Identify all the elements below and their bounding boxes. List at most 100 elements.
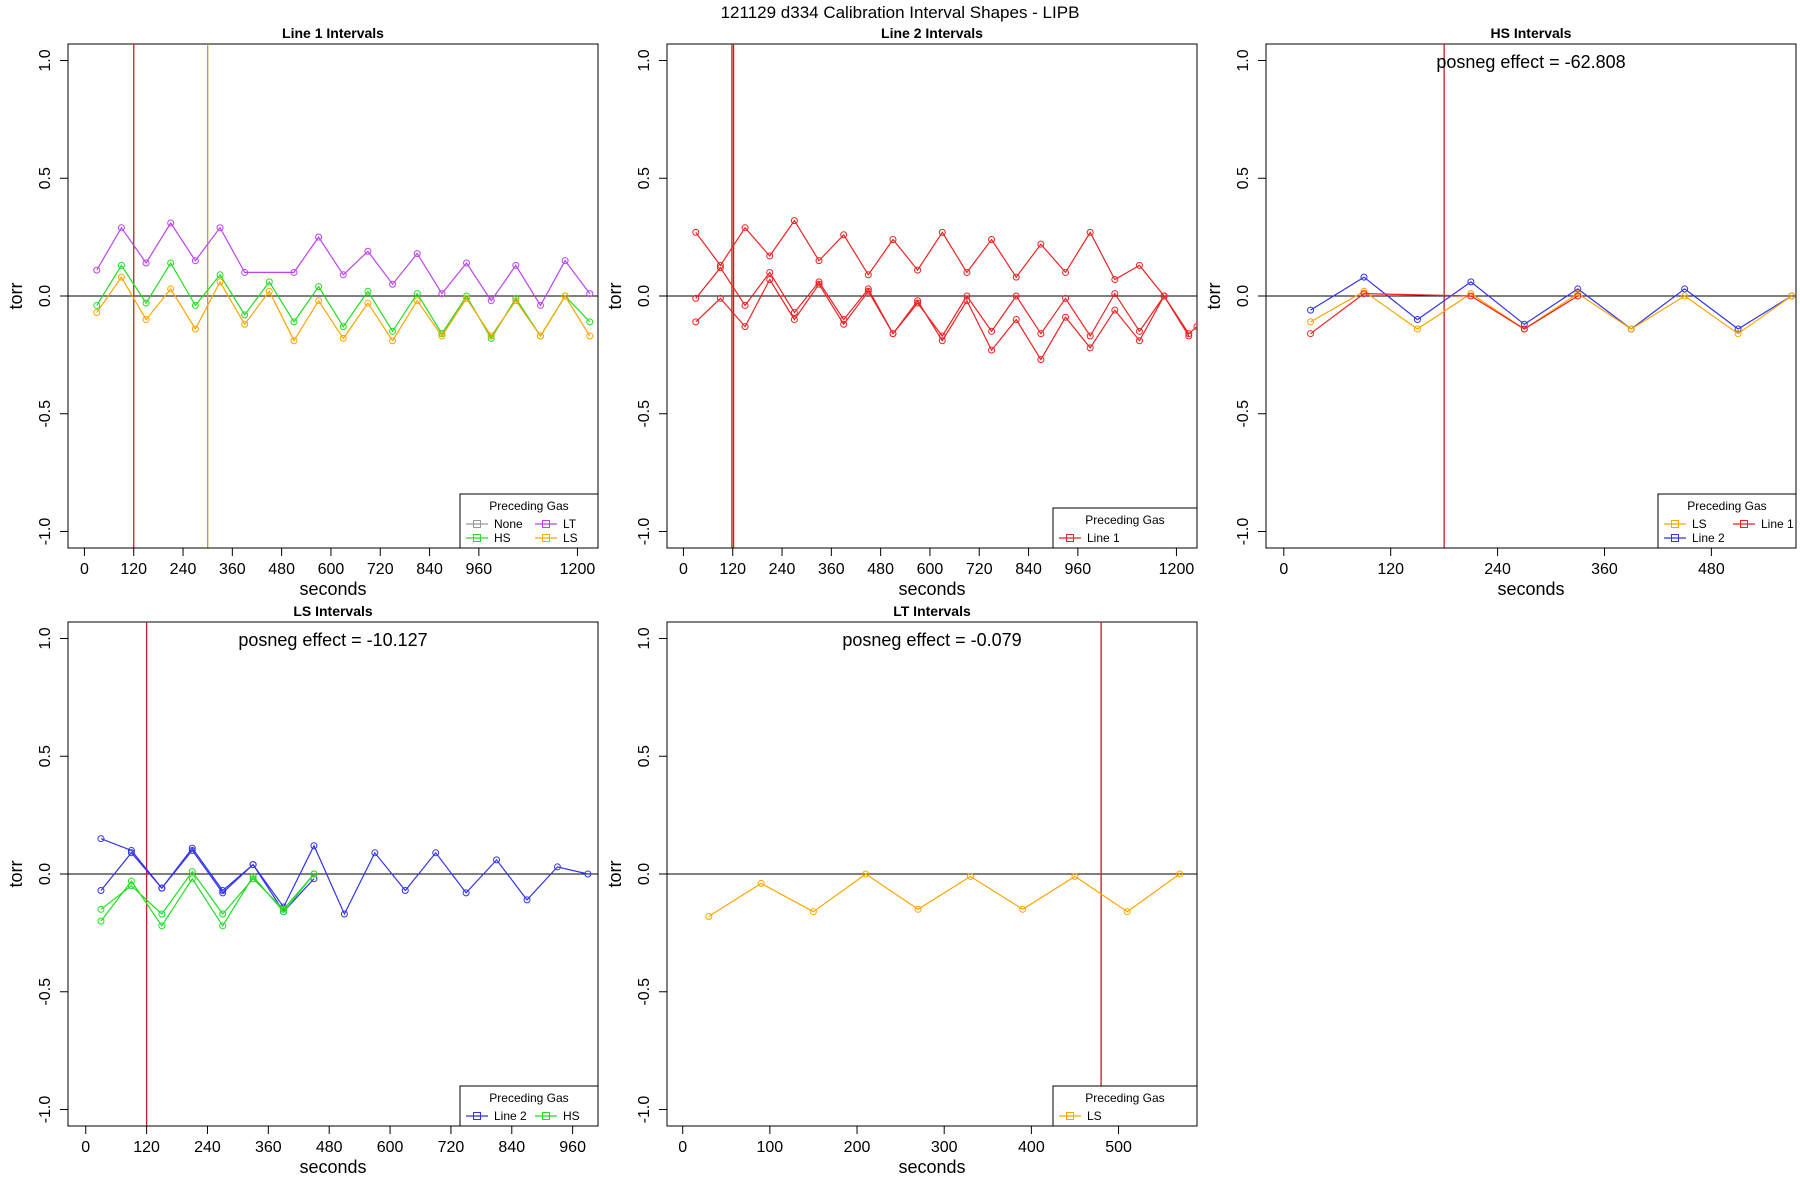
data-point-lt <box>536 301 544 309</box>
legend-label-line-1: Line 1 <box>1761 517 1794 531</box>
y-tick-label: -1.0 <box>37 518 54 546</box>
series-line-ls <box>96 276 591 342</box>
data-point-line-1-a <box>1086 228 1094 236</box>
data-area <box>692 217 1197 364</box>
data-point-ls <box>536 332 544 340</box>
data-point-lt <box>389 280 397 288</box>
data-point-ls <box>389 337 397 345</box>
legend-box <box>1052 507 1198 549</box>
data-point-hs-a <box>127 877 135 885</box>
data-point-ls <box>117 273 125 281</box>
legend-label-hs: HS <box>494 531 511 545</box>
legend-title: Preceding Gas <box>1687 499 1766 513</box>
data-point-line-1-c <box>1012 316 1020 324</box>
data-point-line-1-b <box>716 264 724 272</box>
y-axis-label: torr <box>605 860 625 887</box>
data-point-ls <box>413 297 421 305</box>
y-axis-label: torr <box>6 860 26 887</box>
data-point-hs <box>389 327 397 335</box>
data-point-hs <box>241 311 249 319</box>
series-line-ls <box>1310 290 1792 335</box>
x-tick-label: 1200 <box>1159 561 1195 578</box>
y-tick-label: 1.0 <box>636 49 653 71</box>
legend-marker-line-2 <box>473 1112 481 1120</box>
y-tick-label: -1.0 <box>636 1096 653 1124</box>
y-tick-label: 0.5 <box>1235 167 1252 189</box>
data-point-hs <box>413 290 421 298</box>
data-point-ls <box>265 287 273 295</box>
y-tick-label: -0.5 <box>37 400 54 428</box>
data-point-line-2-b <box>310 875 318 883</box>
panel-line1-intervals: Line 1 Intervals 0 120 240 360 480 600 720 840 96… <box>6 25 599 599</box>
legend-marker-line-1 <box>1066 534 1074 542</box>
panel-line2-intervals: Line 2 Intervals 0 120 240 360 480 600 720 840 96… <box>605 25 1198 599</box>
x-tick-label: 0 <box>80 561 89 578</box>
data-point-line-2-b <box>249 861 257 869</box>
data-point-line-1-b <box>692 294 700 302</box>
y-tick-label: 1.0 <box>37 49 54 71</box>
panel-title: HS Intervals <box>1491 25 1572 41</box>
x-tick-label: 960 <box>466 561 493 578</box>
data-point-line-2-a <box>401 886 409 894</box>
data-point-ls <box>1123 908 1131 916</box>
data-point-ls <box>463 294 471 302</box>
data-point-line-1-b <box>1111 290 1119 298</box>
x-tick-label: 0 <box>679 561 688 578</box>
x-tick-label: 720 <box>438 1139 465 1156</box>
x-tick-label: 240 <box>1484 561 1511 578</box>
legend-title: Preceding Gas <box>1085 1091 1164 1105</box>
x-tick-label: 480 <box>316 1139 343 1156</box>
data-point-line-1 <box>1467 292 1475 300</box>
data-point-hs-a <box>219 922 227 930</box>
data-point-line-1-c <box>692 318 700 326</box>
x-tick-label: 480 <box>1698 561 1725 578</box>
y-tick-label: -0.5 <box>636 978 653 1006</box>
x-tick-label: 240 <box>769 561 796 578</box>
data-point-ls <box>1176 870 1184 878</box>
data-point-line-1-c <box>938 337 946 345</box>
data-point-line-1-a <box>914 266 922 274</box>
x-axis-label: seconds <box>1497 579 1564 599</box>
data-point-line-1-a <box>1012 273 1020 281</box>
data-area <box>1307 273 1796 338</box>
legend: Preceding Gas LS <box>1052 1085 1198 1127</box>
legend-label-ls: LS <box>1087 1109 1102 1123</box>
data-point-ls <box>216 278 224 286</box>
panel-ls-intervals: LS Intervals 0 120 240 360 480 600 720 840 960 sec… <box>6 603 599 1177</box>
data-point-ls <box>1019 905 1027 913</box>
x-axis-label: seconds <box>898 579 965 599</box>
data-point-line-1-a <box>790 217 798 225</box>
y-tick-label: -0.5 <box>636 400 653 428</box>
series-line-line-1 <box>1310 292 1579 335</box>
y-axis-label: torr <box>1204 282 1224 309</box>
data-point-line-2 <box>1574 285 1582 293</box>
data-point-lt <box>364 247 372 255</box>
x-tick-label: 120 <box>1377 561 1404 578</box>
x-tick-label: 0 <box>81 1139 90 1156</box>
data-point-ls <box>705 912 713 920</box>
legend-marker-line-2 <box>1671 534 1679 542</box>
data-area <box>705 870 1184 920</box>
data-point-line-2-a <box>553 863 561 871</box>
data-point-lt <box>93 266 101 274</box>
x-tick-label: 840 <box>498 1139 525 1156</box>
x-tick-label: 120 <box>120 561 147 578</box>
data-point-line-1-b <box>766 268 774 276</box>
data-point-line-1-c <box>1160 292 1168 300</box>
x-tick-label: 480 <box>867 561 894 578</box>
data-point-line-1-c <box>889 330 897 338</box>
y-tick-label: -1.0 <box>636 518 653 546</box>
series-line-hs-b <box>100 870 315 915</box>
legend-title: Preceding Gas <box>1085 513 1164 527</box>
x-tick-label: 360 <box>818 561 845 578</box>
data-point-ls <box>757 879 765 887</box>
y-tick-label: 0.0 <box>37 863 54 885</box>
x-tick-label: 240 <box>170 561 197 578</box>
data-point-line-1-b <box>1037 330 1045 338</box>
data-point-line-1-c <box>1037 356 1045 364</box>
data-point-ls <box>1681 292 1689 300</box>
data-point-line-1-c <box>914 297 922 305</box>
data-point-ls <box>364 299 372 307</box>
panel-title: Line 1 Intervals <box>282 25 384 41</box>
data-point-ls <box>914 905 922 913</box>
